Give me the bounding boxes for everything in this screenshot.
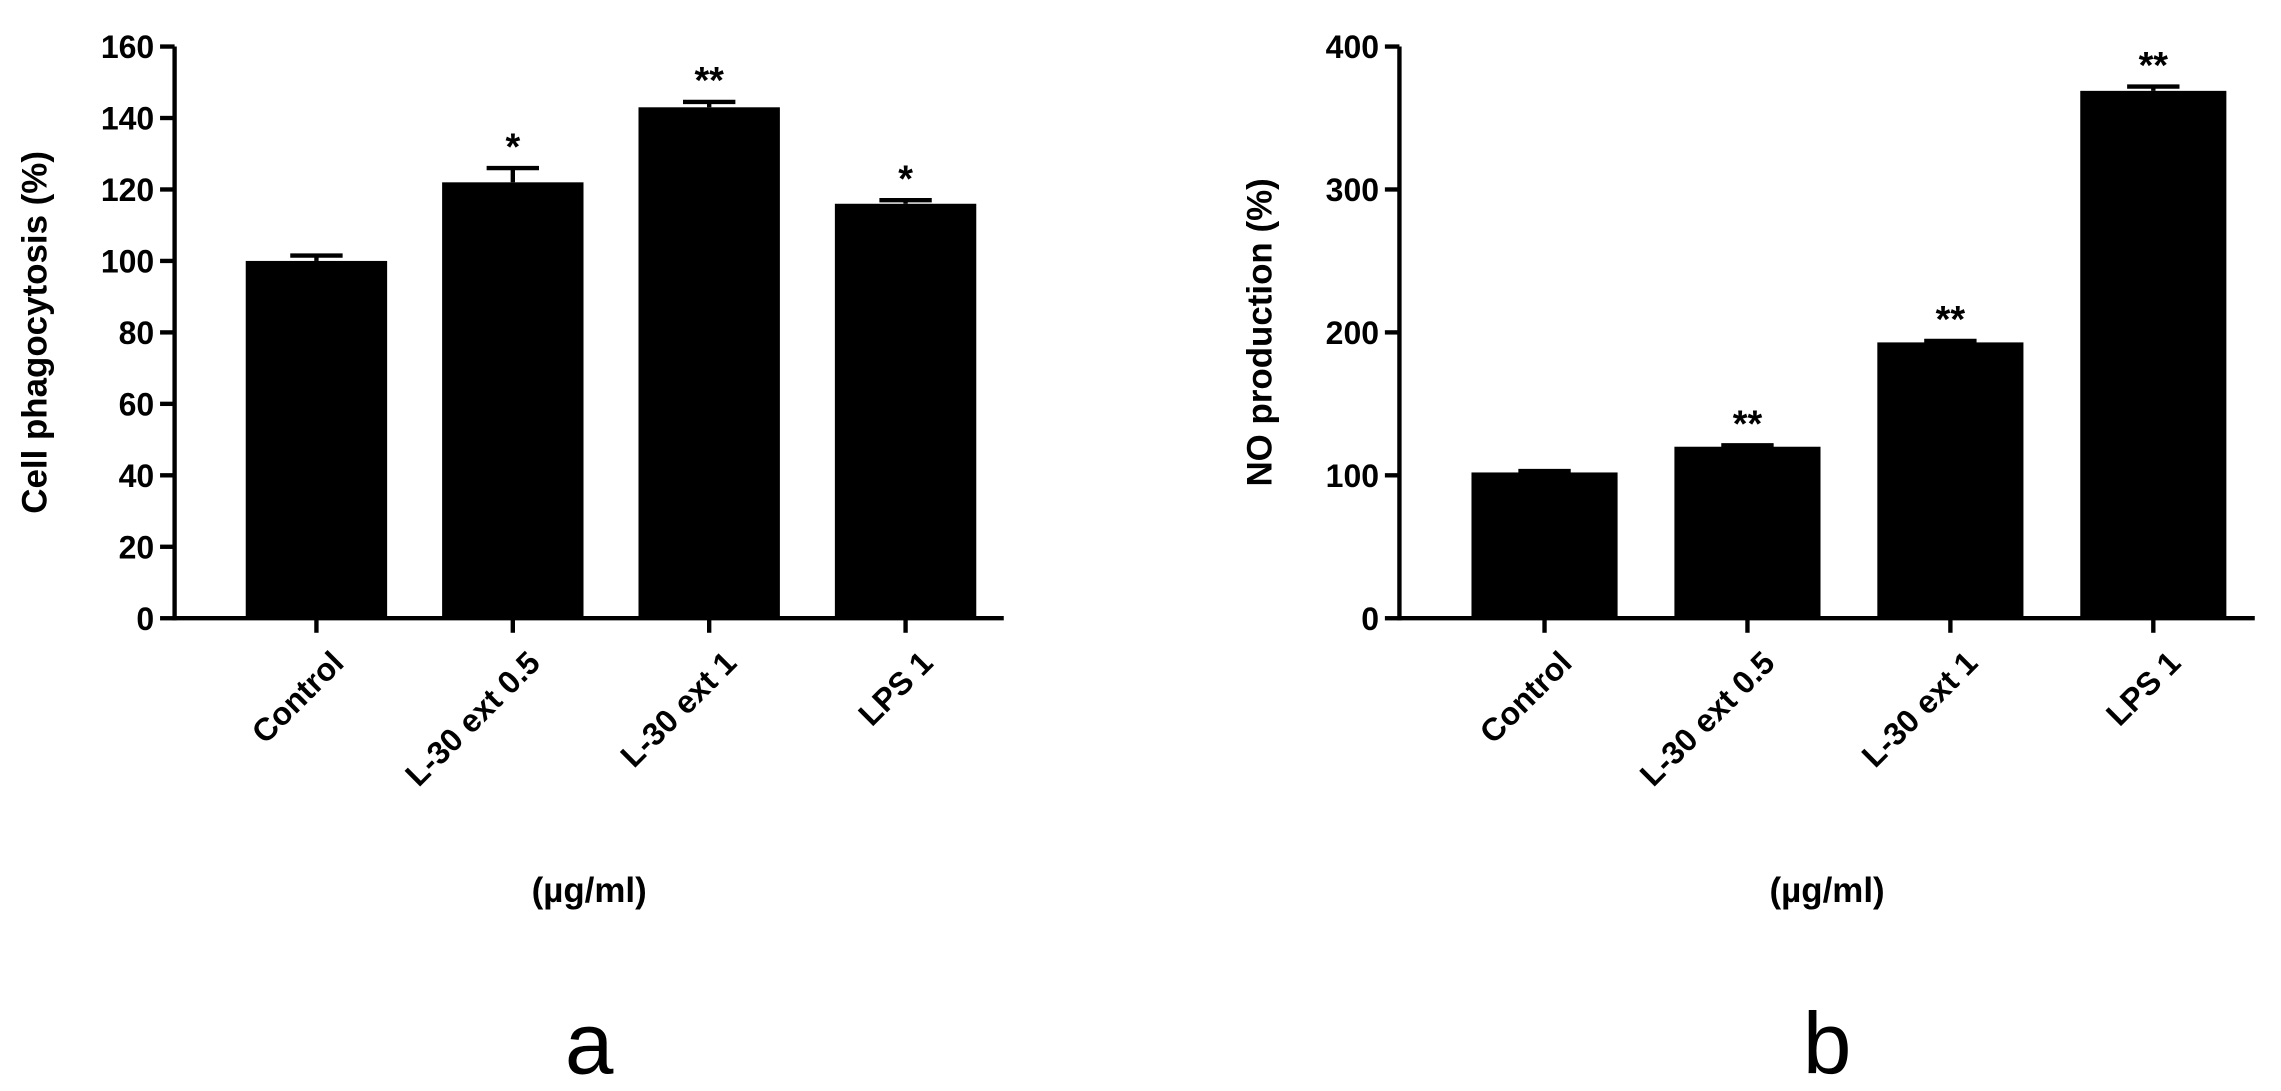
- bar: [1674, 446, 1821, 619]
- x-axis-label: (µg/ml): [532, 871, 647, 910]
- y-tick-label: 140: [101, 101, 154, 137]
- significance: **: [2139, 45, 2169, 87]
- bar: [834, 203, 977, 619]
- y-axis-label: NO production (%): [1240, 178, 1279, 486]
- panel-label: b: [1803, 996, 1852, 1091]
- y-tick-label: 0: [136, 601, 154, 637]
- x-tick-label: L-30 ext 1: [1855, 644, 1985, 774]
- x-tick-label: L-30 ext 0.5: [1633, 644, 1782, 793]
- bar: [1877, 342, 2024, 619]
- significance: *: [898, 158, 913, 200]
- y-tick-label: 100: [1326, 458, 1379, 494]
- y-tick-label: 0: [1361, 601, 1379, 637]
- y-tick-label: 160: [101, 29, 154, 65]
- significance: **: [1936, 299, 1966, 341]
- bar: [442, 182, 584, 619]
- bar: [245, 260, 388, 619]
- y-tick-label: 20: [119, 529, 155, 565]
- panel-label: a: [565, 996, 614, 1091]
- significance: **: [694, 60, 724, 102]
- x-tick-label: Control: [1473, 644, 1579, 750]
- y-axis-label: Cell phagocytosis (%): [16, 151, 55, 514]
- y-tick-label: 100: [101, 244, 154, 280]
- y-tick-label: 40: [119, 458, 155, 494]
- x-tick-label: L-30 ext 0.5: [398, 644, 547, 793]
- y-tick-label: 200: [1326, 315, 1379, 351]
- y-tick-label: 300: [1326, 172, 1379, 208]
- bar: [1471, 472, 1618, 619]
- x-tick-label: LPS 1: [2099, 644, 2187, 732]
- significance: **: [1733, 404, 1763, 446]
- y-tick-label: 80: [119, 315, 155, 351]
- x-tick-label: L-30 ext 1: [613, 644, 743, 774]
- y-tick-label: 120: [101, 172, 154, 208]
- x-tick-label: LPS 1: [851, 644, 939, 732]
- y-tick-label: 400: [1326, 29, 1379, 65]
- x-tick-label: Control: [245, 644, 351, 750]
- bar: [638, 107, 780, 619]
- y-tick-label: 60: [119, 386, 155, 422]
- x-axis-label: (µg/ml): [1770, 871, 1885, 910]
- bar: [2080, 90, 2227, 619]
- significance: *: [505, 126, 520, 168]
